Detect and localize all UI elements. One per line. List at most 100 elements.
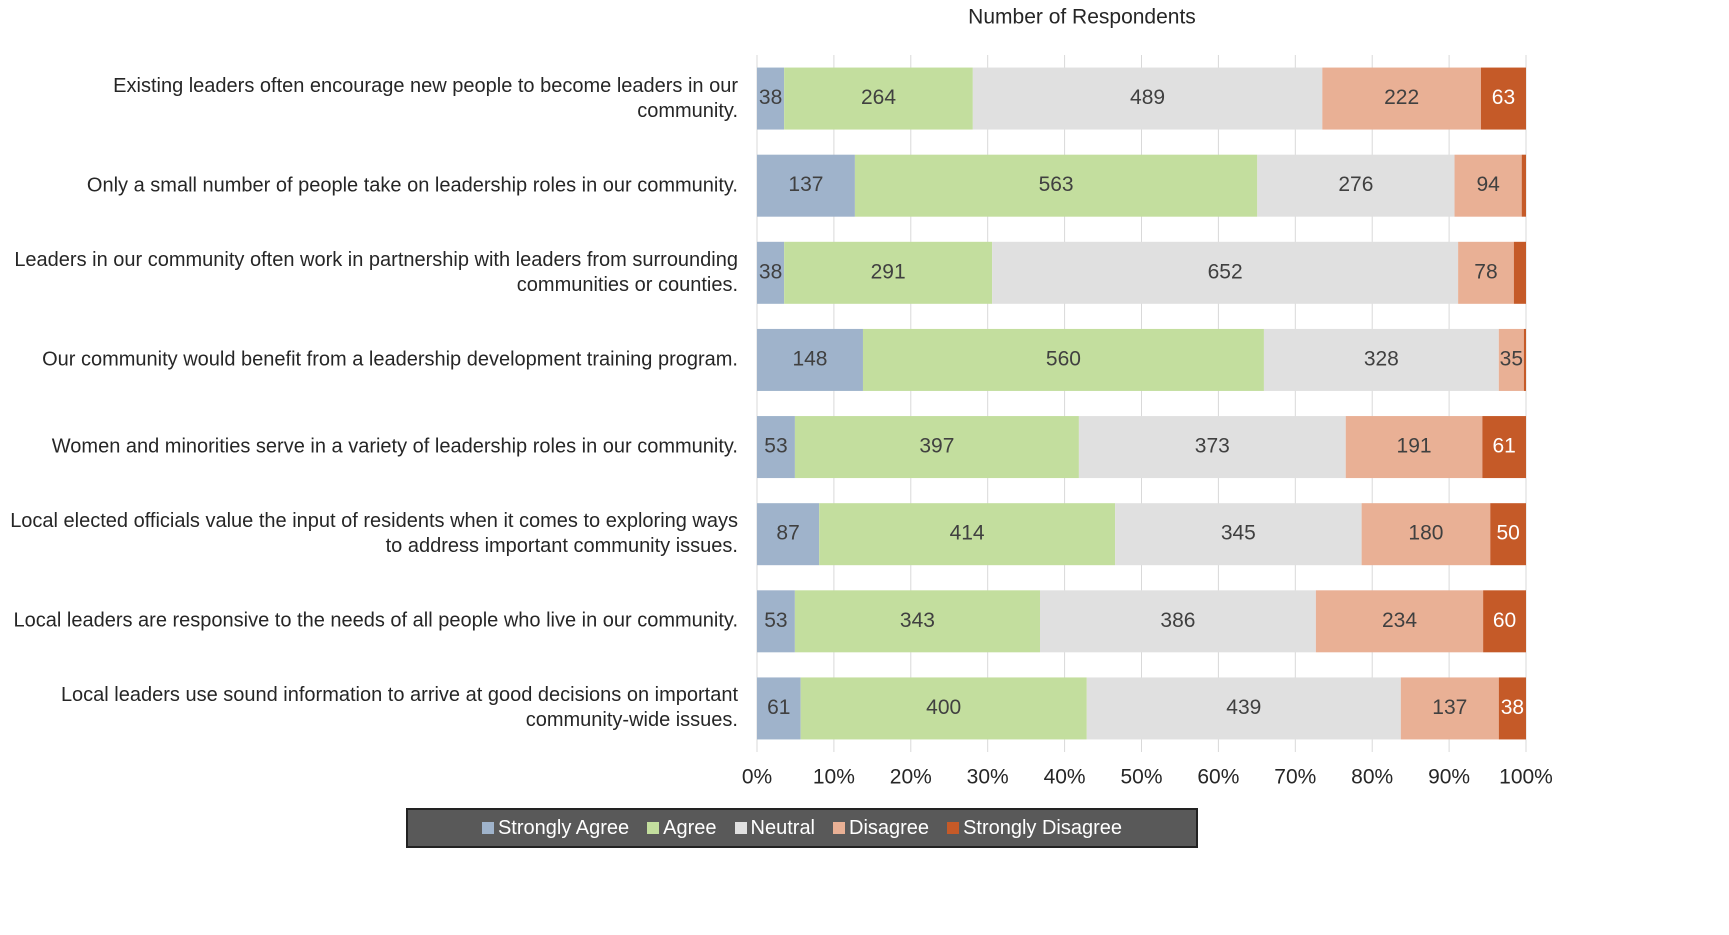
- bar-segment: [1086, 677, 1401, 740]
- x-tick-label: 90%: [1428, 766, 1470, 789]
- value-label: 94: [1476, 173, 1500, 196]
- category-label: Only a small number of people take on le…: [86, 174, 738, 197]
- legend-swatch: [833, 822, 846, 834]
- value-label: 345: [1221, 522, 1256, 545]
- value-label: 61: [1493, 435, 1516, 458]
- category-label: Local leaders are responsive to the need…: [13, 609, 738, 632]
- value-label: 191: [1397, 435, 1432, 458]
- bar-segment: [784, 241, 993, 304]
- value-label: 386: [1160, 609, 1195, 632]
- bar-segment: [1257, 154, 1455, 217]
- bar-segment: [1315, 590, 1484, 653]
- bar-segment: [1454, 154, 1522, 217]
- value-label: 35: [1500, 347, 1523, 370]
- bar-segment: [757, 67, 785, 130]
- bar-segment: [1513, 241, 1526, 304]
- value-label: 38: [759, 260, 782, 283]
- value-label: 343: [900, 609, 935, 632]
- bar-segment: [1523, 328, 1526, 391]
- bar-segment: [757, 590, 795, 653]
- value-label: 137: [1432, 696, 1467, 719]
- x-tick-label: 70%: [1274, 766, 1316, 789]
- x-tick-label: 50%: [1120, 766, 1162, 789]
- value-label: 63: [1492, 86, 1515, 109]
- legend-label: Strongly Agree: [497, 816, 630, 839]
- value-label: 400: [926, 696, 961, 719]
- value-label: 414: [950, 522, 985, 545]
- bar-segment: [1361, 503, 1491, 566]
- value-label: 264: [861, 86, 896, 109]
- value-label: 489: [1130, 86, 1165, 109]
- bar-segment: [1521, 154, 1526, 217]
- bar-segment: [862, 328, 1264, 391]
- value-label: 53: [764, 435, 787, 458]
- value-label: 78: [1474, 260, 1497, 283]
- value-label: 50: [1496, 522, 1519, 545]
- bar-segment: [1322, 67, 1481, 130]
- x-tick-label: 100%: [1499, 766, 1553, 789]
- bar-segment: [1078, 416, 1346, 479]
- category-label: Local leaders use sound information to a…: [60, 684, 738, 732]
- legend-item: Strongly Disagree: [947, 817, 1122, 840]
- bar-segment: [819, 503, 1116, 566]
- bar-segment: [972, 67, 1323, 130]
- value-label: 180: [1408, 522, 1443, 545]
- legend: Strongly Agree Agree Neutral Disagree Strong…: [406, 808, 1198, 848]
- value-label: 222: [1384, 86, 1419, 109]
- bar-segment: [1498, 677, 1526, 740]
- bar-segment: [1263, 328, 1499, 391]
- bar-segment: [1040, 590, 1316, 653]
- bar-segment: [992, 241, 1459, 304]
- value-label: 53: [764, 609, 787, 632]
- value-label: 38: [1501, 696, 1524, 719]
- value-label: 38: [759, 86, 782, 109]
- bar-segment: [757, 503, 820, 566]
- value-label: 373: [1195, 435, 1230, 458]
- value-label: 87: [776, 522, 799, 545]
- x-tick-label: 80%: [1351, 766, 1393, 789]
- category-label: Existing leaders often encourage new peo…: [113, 74, 738, 122]
- legend-swatch: [947, 822, 960, 834]
- x-tick-label: 40%: [1044, 766, 1086, 789]
- bar-segment: [1498, 328, 1524, 391]
- value-label: 439: [1226, 696, 1261, 719]
- value-label: 652: [1208, 260, 1243, 283]
- legend-item: Disagree: [833, 817, 929, 840]
- category-label: Local elected officials value the input …: [10, 510, 738, 558]
- category-label: Leaders in our community often work in p…: [14, 248, 738, 296]
- value-label: 328: [1364, 347, 1399, 370]
- x-tick-label: 60%: [1197, 766, 1239, 789]
- value-label: 60: [1493, 609, 1516, 632]
- x-tick-label: 20%: [890, 766, 932, 789]
- bar-segment: [1115, 503, 1362, 566]
- legend-label: Strongly Disagree: [963, 816, 1123, 839]
- bar-segment: [1482, 416, 1526, 479]
- bar-segment: [757, 154, 855, 217]
- bar-segment: [1458, 241, 1514, 304]
- bar-segment: [757, 241, 785, 304]
- bar-segment: [1490, 503, 1526, 566]
- bar-segment: [794, 590, 1041, 653]
- bar-segment: [800, 677, 1087, 740]
- bar-segment: [794, 416, 1079, 479]
- bar-segment: [757, 677, 801, 740]
- legend-item: Neutral: [734, 816, 816, 840]
- legend-swatch: [481, 822, 494, 834]
- legend-item: Agree: [647, 817, 717, 840]
- value-label: 137: [788, 173, 823, 196]
- value-label: 148: [792, 347, 827, 370]
- legend-swatch: [647, 822, 660, 834]
- value-label: 276: [1338, 173, 1373, 196]
- bar-segment: [757, 416, 795, 479]
- legend-label: Neutral: [750, 816, 816, 839]
- x-tick-label: 30%: [967, 766, 1009, 789]
- legend-item: Strongly Agree: [481, 816, 630, 840]
- legend-swatch: [734, 822, 747, 834]
- value-label: 397: [919, 435, 954, 458]
- legend-label: Disagree: [849, 816, 930, 839]
- x-tick-label: 10%: [813, 766, 855, 789]
- value-label: 61: [767, 696, 790, 719]
- category-label: Our community would benefit from a leade…: [42, 348, 738, 371]
- bar-segment: [1480, 67, 1526, 130]
